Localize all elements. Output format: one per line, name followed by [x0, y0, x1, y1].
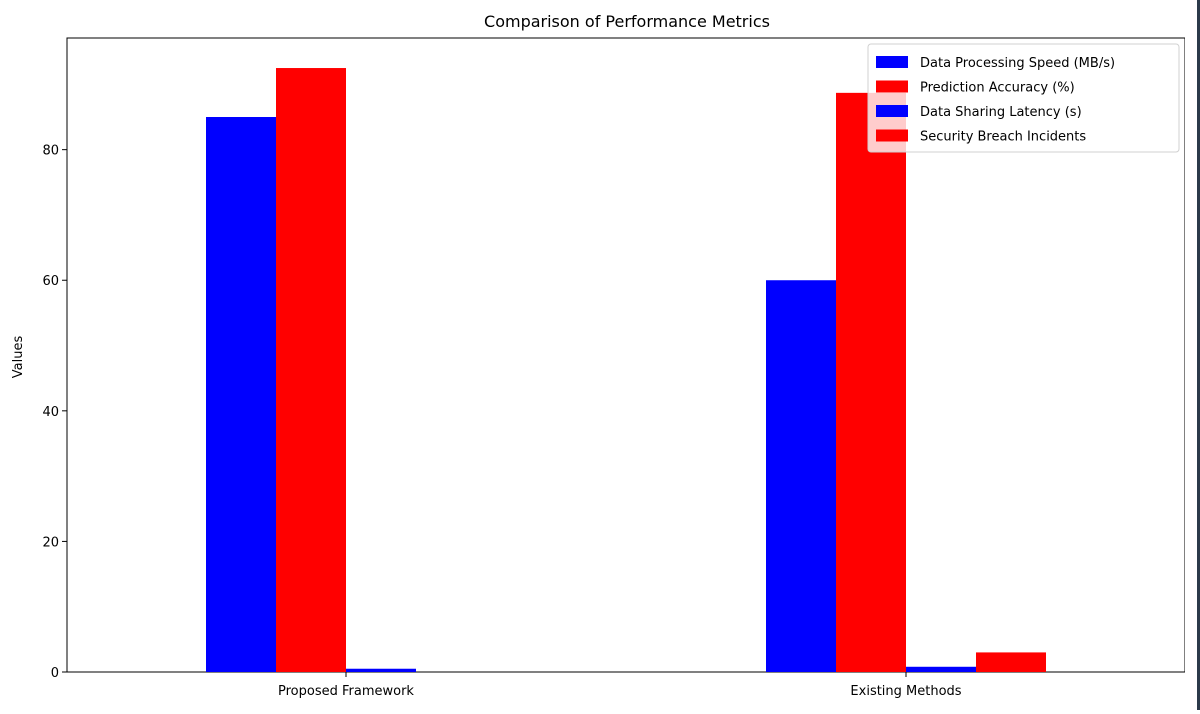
legend-label: Data Sharing Latency (s): [920, 105, 1082, 120]
y-tick-label: 80: [42, 144, 59, 159]
bar-3-1: [346, 668, 416, 672]
y-tick-label: 20: [42, 535, 59, 550]
bar-2-1: [276, 68, 346, 672]
legend-swatch: [876, 105, 908, 117]
legend-label: Data Processing Speed (MB/s): [920, 56, 1115, 71]
bars: [206, 68, 1046, 673]
legend-label: Security Breach Incidents: [920, 130, 1086, 145]
y-tick-label: 60: [42, 274, 59, 289]
bar-1-2: [766, 280, 836, 672]
window-edge: [1197, 0, 1200, 710]
chart-title: Comparison of Performance Metrics: [484, 12, 770, 31]
legend-swatch: [876, 56, 908, 68]
x-tick-label: Proposed Framework: [278, 684, 414, 699]
x-tick-label: Existing Methods: [850, 684, 961, 699]
legend: Data Processing Speed (MB/s) Prediction A…: [867, 43, 1180, 153]
axes: 0 20 40 60 80 Proposed Framework Existing Meth…: [42, 37, 1186, 699]
bar-3-2: [906, 666, 976, 672]
y-axis-label: Values: [11, 336, 26, 379]
bar-2-2: [836, 92, 906, 672]
y-tick-label: 40: [42, 405, 59, 420]
legend-label: Prediction Accuracy (%): [920, 81, 1075, 96]
y-tick-label: 0: [51, 666, 59, 681]
legend-swatch: [876, 80, 908, 93]
bar-1-1: [206, 117, 276, 673]
legend-swatch: [876, 129, 908, 142]
bar-4-2: [976, 652, 1046, 672]
legend-box: [867, 43, 1180, 153]
